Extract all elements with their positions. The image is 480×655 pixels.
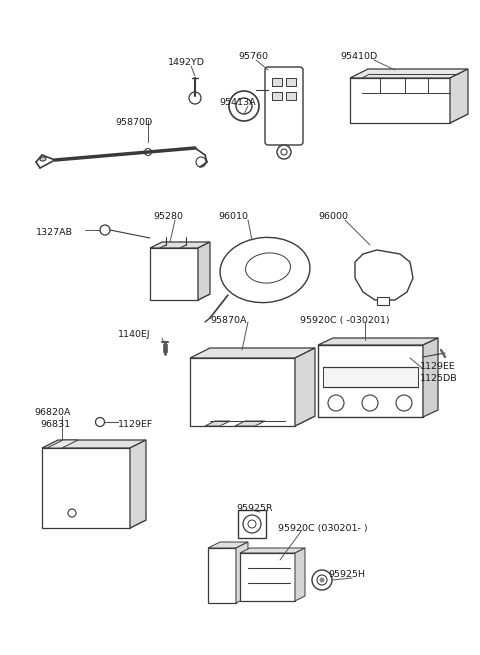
Polygon shape <box>355 250 413 300</box>
Circle shape <box>144 149 152 155</box>
Bar <box>286 78 296 86</box>
Polygon shape <box>208 542 248 548</box>
Circle shape <box>229 91 259 121</box>
Circle shape <box>68 509 76 517</box>
Text: 96831: 96831 <box>40 420 70 429</box>
Polygon shape <box>130 440 146 528</box>
Bar <box>323 367 418 387</box>
Text: 96820A: 96820A <box>34 408 71 417</box>
Text: 1492YD: 1492YD <box>168 58 205 67</box>
Polygon shape <box>198 242 210 300</box>
Bar <box>272 78 282 86</box>
Polygon shape <box>190 416 315 426</box>
Circle shape <box>362 395 378 411</box>
Text: 95920C (030201- ): 95920C (030201- ) <box>278 524 368 533</box>
Polygon shape <box>190 348 315 358</box>
Polygon shape <box>350 78 450 123</box>
Polygon shape <box>150 294 210 300</box>
Text: 95920C ( -030201): 95920C ( -030201) <box>300 316 390 325</box>
Polygon shape <box>150 242 210 248</box>
Text: 95410D: 95410D <box>340 52 377 61</box>
Ellipse shape <box>40 157 46 161</box>
Text: 96010: 96010 <box>218 212 248 221</box>
Circle shape <box>281 149 287 155</box>
Text: 1125DB: 1125DB <box>420 374 457 383</box>
FancyBboxPatch shape <box>265 67 303 145</box>
Polygon shape <box>318 338 438 345</box>
Polygon shape <box>295 348 315 426</box>
Bar <box>286 92 296 100</box>
Polygon shape <box>350 69 468 78</box>
Bar <box>163 344 167 352</box>
Text: 1129EF: 1129EF <box>118 420 153 429</box>
Circle shape <box>100 225 110 235</box>
Circle shape <box>189 92 201 104</box>
Text: 96000: 96000 <box>318 212 348 221</box>
Circle shape <box>317 575 327 585</box>
Polygon shape <box>190 358 295 426</box>
Circle shape <box>248 520 256 528</box>
Circle shape <box>243 515 261 533</box>
Polygon shape <box>208 548 236 603</box>
Text: 95870A: 95870A <box>210 316 247 325</box>
Circle shape <box>396 395 412 411</box>
Text: 95870D: 95870D <box>115 118 152 127</box>
Polygon shape <box>295 548 305 601</box>
Circle shape <box>312 570 332 590</box>
Polygon shape <box>42 520 146 528</box>
Text: 95280: 95280 <box>153 212 183 221</box>
Bar <box>377 297 389 305</box>
Text: 1129EE: 1129EE <box>420 362 456 371</box>
Polygon shape <box>47 440 78 448</box>
Ellipse shape <box>246 253 290 283</box>
Bar <box>238 510 266 538</box>
Circle shape <box>328 395 344 411</box>
Text: 1140EJ: 1140EJ <box>118 330 151 339</box>
Polygon shape <box>423 338 438 417</box>
Circle shape <box>236 98 252 114</box>
Polygon shape <box>150 248 198 300</box>
Polygon shape <box>240 553 295 601</box>
Polygon shape <box>450 69 468 123</box>
Polygon shape <box>42 440 146 448</box>
Circle shape <box>277 145 291 159</box>
Polygon shape <box>240 548 305 553</box>
Circle shape <box>196 157 206 167</box>
Text: 95760: 95760 <box>238 52 268 61</box>
Circle shape <box>320 578 324 582</box>
Polygon shape <box>42 448 130 528</box>
Polygon shape <box>318 345 423 417</box>
Text: 1327AB: 1327AB <box>36 228 73 237</box>
Ellipse shape <box>220 237 310 303</box>
Polygon shape <box>350 114 468 123</box>
Polygon shape <box>205 421 230 426</box>
Text: 95925R: 95925R <box>236 504 273 513</box>
Bar <box>272 92 282 100</box>
Circle shape <box>96 417 105 426</box>
Polygon shape <box>235 421 265 426</box>
Text: 95925H: 95925H <box>328 570 365 579</box>
Text: 95413A: 95413A <box>219 98 256 107</box>
Polygon shape <box>236 542 248 603</box>
